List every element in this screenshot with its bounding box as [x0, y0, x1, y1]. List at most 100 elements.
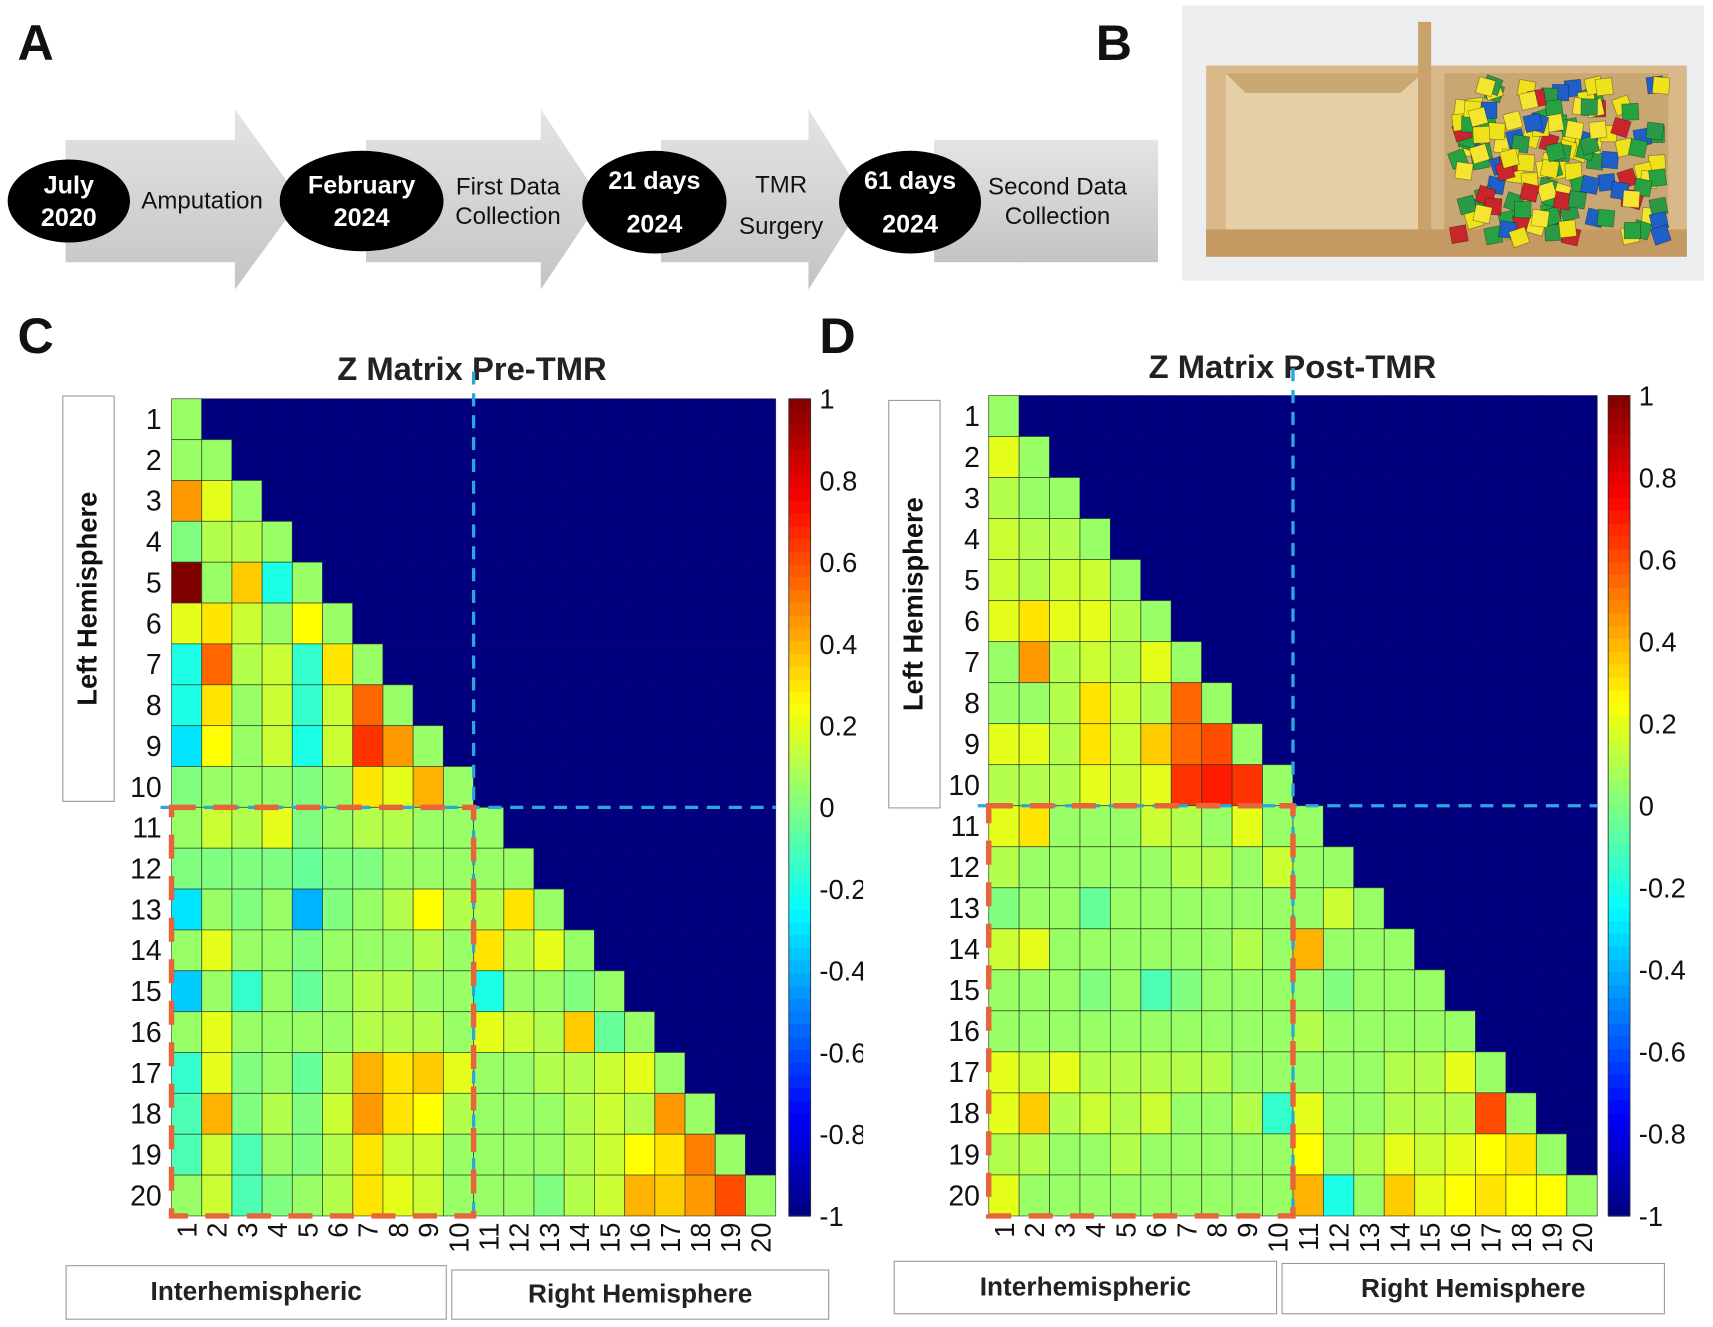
col-label: 14 [1384, 1223, 1415, 1253]
masked-cell [1140, 477, 1172, 519]
colorbar-segment [788, 1177, 811, 1192]
heatmap-cell [322, 643, 354, 686]
heatmap-cell [291, 847, 323, 890]
masked-cell [714, 1052, 746, 1094]
col-label: 15 [594, 1223, 625, 1253]
masked-cell [1109, 395, 1142, 437]
col-label: 16 [1445, 1223, 1476, 1253]
heatmap-cell [1353, 887, 1385, 930]
colorbar-segment [1608, 523, 1631, 538]
heatmap-cell [503, 888, 535, 931]
heatmap-cell [1049, 805, 1081, 848]
masked-cell [563, 888, 595, 931]
masked-cell [1383, 395, 1416, 437]
colorbar-segment [788, 603, 811, 617]
masked-cell [1170, 600, 1203, 643]
heatmap-cell [1201, 723, 1233, 766]
colorbar-tick-label: 0.8 [1639, 462, 1677, 493]
cube [1610, 116, 1632, 139]
heatmap-cell [201, 684, 233, 727]
colorbar-segment [1608, 831, 1631, 845]
colorbar-segment [788, 666, 811, 681]
heatmap-cell [1292, 1133, 1324, 1176]
row-label: 17 [130, 1058, 162, 1090]
heatmap-cell [1140, 969, 1172, 1012]
masked-cell [503, 480, 535, 522]
heatmap-cell [352, 643, 384, 686]
col-label: 8 [383, 1223, 414, 1238]
col-label: 8 [1202, 1223, 1233, 1238]
heatmap-cell [382, 1052, 414, 1094]
masked-cell [503, 684, 535, 727]
masked-cell [261, 439, 293, 481]
masked-cell [654, 561, 686, 604]
panel-label-c: C [17, 306, 54, 364]
row-label: 8 [146, 690, 162, 722]
row-label: 17 [948, 1057, 980, 1089]
heatmap-cell [988, 805, 1020, 848]
masked-cell [382, 480, 414, 522]
heatmap-cell [1353, 1174, 1385, 1217]
heatmap-cell [231, 725, 263, 767]
heatmap-cell [684, 1133, 716, 1176]
heatmap-cell [624, 1011, 656, 1053]
heatmap-cell [1231, 928, 1263, 971]
colorbar-segment [1608, 869, 1631, 884]
masked-cell [1566, 1133, 1598, 1176]
col-label: 10 [443, 1223, 474, 1253]
heatmap-cell [412, 929, 444, 972]
heatmap-cell [1170, 1133, 1203, 1176]
masked-cell [624, 725, 656, 767]
row-label: 2 [146, 445, 162, 477]
colorbar-segment [1608, 626, 1631, 640]
cube [1448, 224, 1469, 245]
heatmap-cell [1079, 969, 1111, 1012]
colored-cubes [1447, 74, 1672, 249]
colorbar-tick-label: -0.8 [1639, 1119, 1686, 1150]
colorbar-segment [1608, 715, 1631, 730]
cube [1621, 102, 1640, 121]
heatmap-cell [1049, 723, 1081, 766]
masked-cell [442, 439, 475, 481]
colorbar-tick-label: -0.8 [819, 1119, 863, 1150]
colorbar-tick-label: 0.4 [1639, 626, 1677, 657]
heatmap-cell [1201, 928, 1233, 971]
milestone-line1: July [43, 170, 94, 199]
heatmap-cell [1079, 1051, 1111, 1094]
heatmap-cell [382, 970, 414, 1013]
heatmap-cell [1322, 1051, 1355, 1094]
masked-cell [714, 602, 746, 645]
heatmap-cell [231, 847, 263, 890]
masked-cell [1505, 1051, 1537, 1094]
colorbar-segment [788, 986, 811, 1000]
masked-cell [745, 561, 777, 604]
colorbar-segment [788, 564, 811, 579]
cube [1627, 137, 1649, 159]
heatmap-cell [1231, 1174, 1263, 1217]
masked-cell [1444, 805, 1476, 848]
masked-cell [1292, 723, 1324, 766]
heatmap-cell [261, 561, 293, 604]
masked-cell [1444, 395, 1476, 437]
heatmap-cell [503, 1092, 535, 1135]
masked-cell [1018, 395, 1051, 437]
masked-cell [624, 520, 656, 563]
masked-cell [1322, 600, 1355, 643]
col-label: 1 [989, 1223, 1020, 1238]
colorbar-segment [1608, 549, 1631, 563]
heatmap-cell [1049, 682, 1081, 725]
masked-cell [382, 520, 414, 563]
colorbar-segment [788, 807, 811, 821]
colorbar-segment [1608, 844, 1631, 858]
masked-cell [1353, 600, 1385, 643]
heatmap-cell [1383, 1133, 1416, 1176]
heatmap-cell [291, 684, 323, 727]
heatmap-cell [171, 561, 203, 604]
colorbar-segment [1608, 472, 1631, 486]
heatmap-cell [291, 1174, 323, 1217]
masked-cell [1109, 436, 1142, 478]
masked-cell [593, 806, 626, 849]
heatmap-cell [1018, 559, 1051, 602]
heatmap-cell [382, 684, 414, 727]
masked-cell [322, 520, 354, 563]
